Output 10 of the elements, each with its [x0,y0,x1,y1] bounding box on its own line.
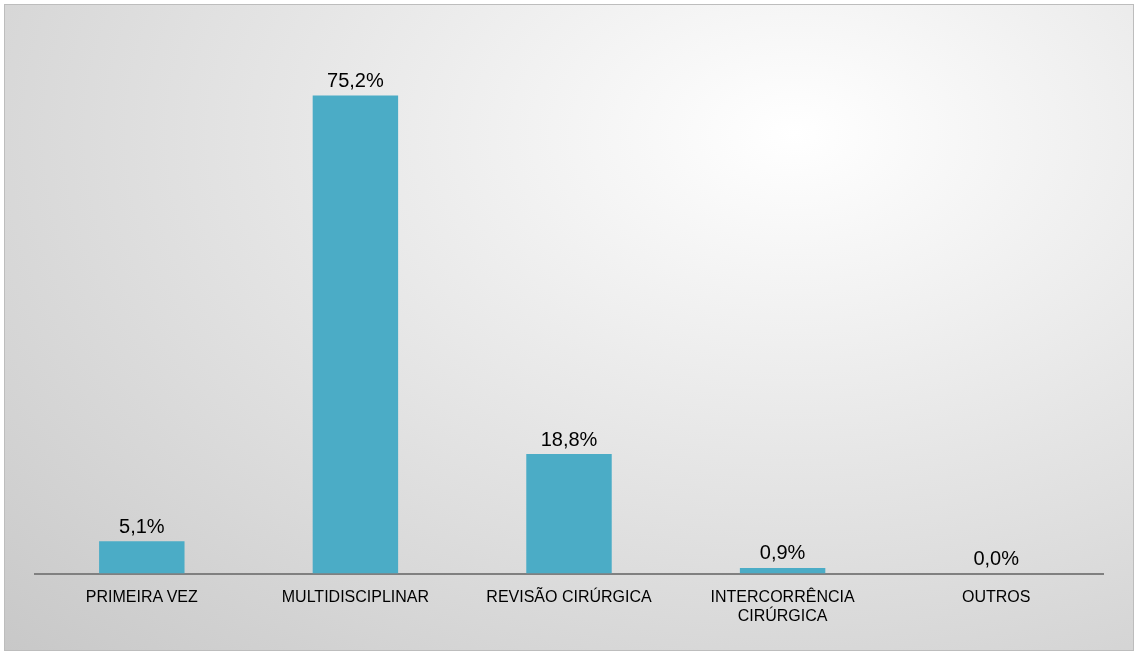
data-label: 75,2% [327,69,384,92]
x-tick-label: REVISÃO CIRÚRGICA [486,585,653,605]
data-label: 0,0% [973,547,1020,570]
data-label: 18,8% [540,427,598,450]
data-label: 0,9% [759,541,806,564]
x-tick-label: INTERCORRÊNCIA CIRÚRGICA [710,586,855,624]
x-tick-label: PRIMEIRA VEZ [85,587,199,605]
x-tick-label: OUTROS [961,587,1031,605]
x-tick-label: MULTIDISCIPLINAR [281,587,430,605]
data-label: 5,1% [119,514,165,537]
